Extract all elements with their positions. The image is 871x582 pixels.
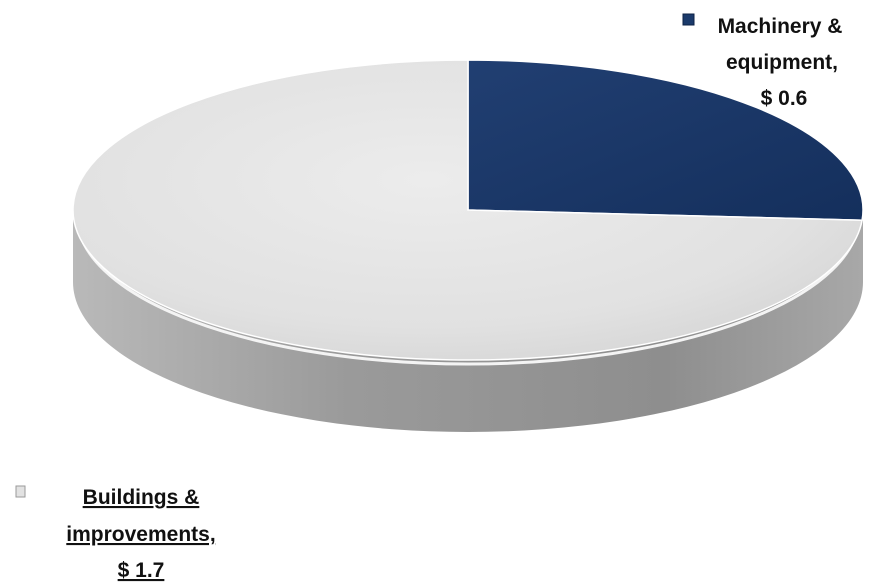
slice-machinery (467, 59, 864, 222)
label-machinery-line2: equipment, (726, 51, 838, 74)
legend-marker-buildings (15, 485, 26, 498)
label-buildings-value: $ 1.7 (118, 559, 165, 582)
label-buildings-line1: Buildings & (83, 486, 200, 509)
pie-side-group (73, 210, 863, 432)
label-buildings-line2: improvements, (66, 523, 215, 546)
pie-rim-highlight (75, 215, 861, 366)
label-machinery-line1: Machinery & (718, 15, 843, 38)
slice-buildings (72, 59, 863, 361)
pie-slices (72, 59, 864, 361)
legend-marker-machinery (682, 13, 695, 26)
label-machinery-value: $ 0.6 (761, 87, 808, 110)
pie-side-wall (73, 210, 863, 432)
